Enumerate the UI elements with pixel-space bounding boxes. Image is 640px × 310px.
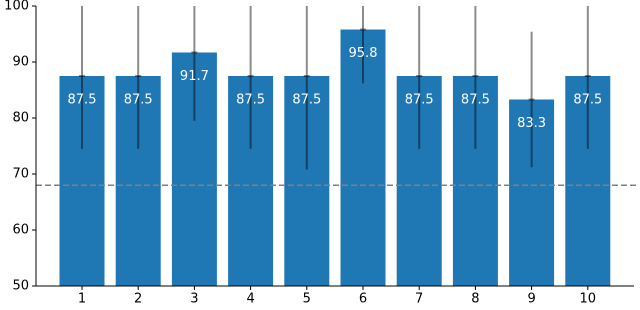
value-label: 87.5 [292,93,321,108]
x-tick-label: 10 [580,292,597,307]
y-tick-label: 100 [4,0,29,14]
x-tick-label: 1 [78,292,86,307]
value-label: 95.8 [349,46,378,61]
y-tick-label: 50 [12,279,29,294]
plot-area [59,6,611,286]
bar [452,76,498,286]
bar [396,76,442,286]
value-label: 87.5 [405,93,434,108]
bar [228,76,274,286]
bar [284,76,330,286]
y-tick-label: 60 [12,223,29,238]
value-label: 87.5 [461,93,490,108]
x-tick-label: 3 [190,292,198,307]
x-tick-label: 9 [527,292,535,307]
y-tick-label: 90 [12,55,29,70]
x-tick-label: 6 [359,292,367,307]
y-tick-label: 80 [12,111,29,126]
x-tick-label: 7 [415,292,423,307]
bar [59,76,105,286]
bar [565,76,611,286]
value-label: 87.5 [573,93,602,108]
value-label: 87.5 [124,93,153,108]
x-tick-label: 4 [246,292,254,307]
x-tick-label: 5 [303,292,311,307]
bar [171,52,217,286]
value-label: 91.7 [180,69,209,84]
x-tick-label: 8 [471,292,479,307]
bar [509,99,555,286]
value-label: 87.5 [236,93,265,108]
x-tick-label: 2 [134,292,142,307]
value-label: 87.5 [68,93,97,108]
bar [340,29,386,286]
bar [115,76,161,286]
y-tick-label: 70 [12,167,29,182]
value-label: 83.3 [517,116,546,131]
